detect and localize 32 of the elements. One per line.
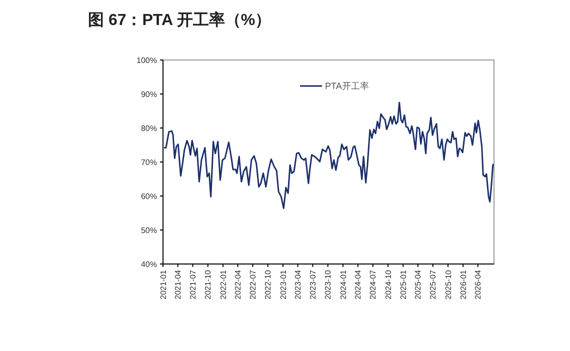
x-tick-label: 2023-04 <box>294 269 303 300</box>
y-tick-label: 70% <box>140 158 157 167</box>
x-tick-label: 2021-04 <box>174 269 183 300</box>
x-tick-label: 2024-07 <box>368 269 378 300</box>
x-tick-label: 2024-04 <box>354 269 363 300</box>
x-tick-label: 2025-07 <box>428 269 438 300</box>
x-tick-label: 2025-01 <box>398 269 408 300</box>
x-tick-label: 2026-04 <box>474 269 483 300</box>
x-tick-label: 2022-07 <box>248 269 258 300</box>
y-tick-label: 90% <box>140 90 157 99</box>
x-tick-label: 2024-10 <box>384 269 393 300</box>
x-tick-label: 2025-10 <box>444 269 453 300</box>
x-tick-label: 2026-01 <box>458 269 468 300</box>
chart-title: 图 67：PTA 开工率（%） <box>88 10 272 29</box>
x-tick-label: 2025-04 <box>414 269 423 300</box>
y-tick-label: 80% <box>140 124 157 133</box>
x-tick-label: 2023-07 <box>308 269 318 300</box>
y-tick-label: 100% <box>136 56 157 65</box>
line-series <box>163 102 494 209</box>
x-tick-label: 2024-01 <box>338 269 348 300</box>
x-tick-label: 2022-01 <box>218 269 228 300</box>
x-tick-label: 2021-07 <box>188 269 198 300</box>
x-tick-label: 2023-01 <box>278 269 288 300</box>
x-tick-label: 2021-01 <box>158 269 168 300</box>
x-tick-label: 2022-10 <box>264 269 273 300</box>
y-tick-label: 60% <box>140 192 157 201</box>
legend-label: PTA开工率 <box>325 81 369 92</box>
y-tick-label: 50% <box>140 226 157 235</box>
x-tick-label: 2021-10 <box>204 269 213 300</box>
y-tick-label: 40% <box>140 260 157 269</box>
x-tick-label: 2022-04 <box>234 269 243 300</box>
x-tick-label: 2023-10 <box>324 269 333 300</box>
